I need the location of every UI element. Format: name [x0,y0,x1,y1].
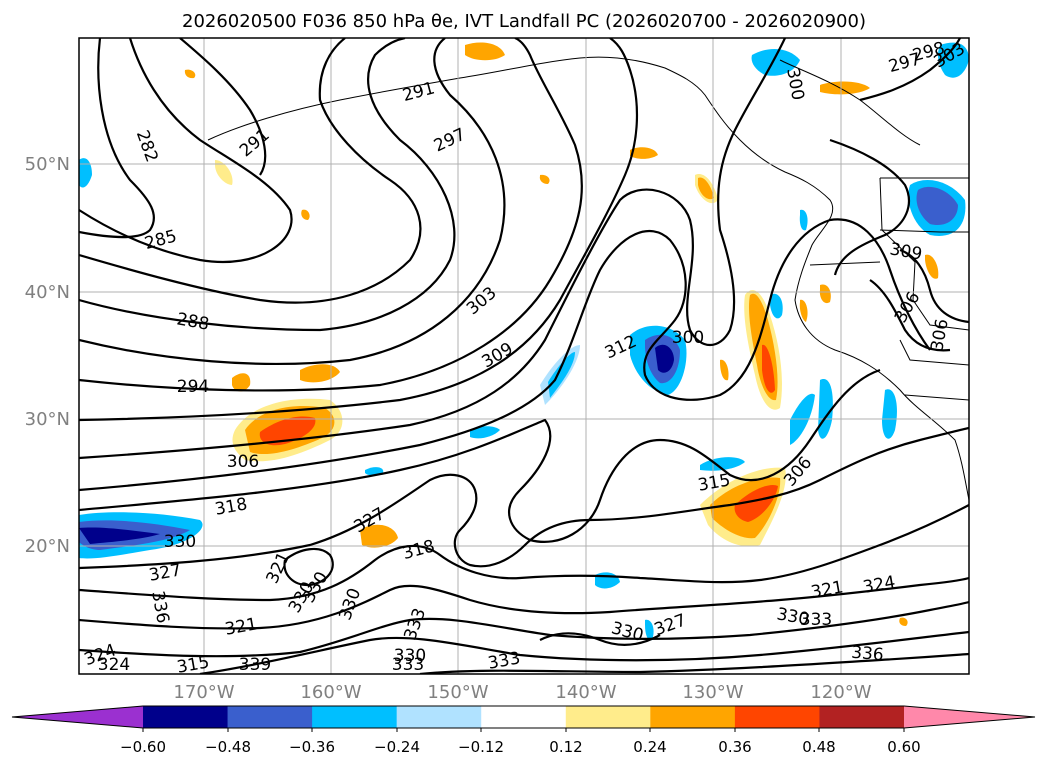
contour-label: 315 [175,652,210,677]
colorbar-swatches [11,705,1036,729]
map-panel: 291 291 282 297 285 288 294 303 309 312 … [79,38,969,677]
lat-tick-label: 30°N [25,409,70,430]
contour-label: 300 [672,328,704,348]
lat-axis: 50°N 40°N 30°N 20°N [25,154,70,557]
map-title: 2026020500 F036 850 hPa θe, IVT Landfall… [182,11,866,32]
colorbar-extend-high [904,706,1035,728]
contour-label: 294 [177,377,209,397]
colorbar-tick-label: −0.24 [374,738,420,756]
lon-tick-label: 120°W [810,682,871,703]
colorbar-tick-label: −0.48 [205,738,251,756]
colorbar-tick-label: −0.60 [120,738,166,756]
contour-label: 324 [98,655,130,675]
colorbar-swatch [734,706,820,728]
colorbar-swatch [481,706,567,728]
colorbar-swatch [312,706,398,728]
contour-label: 330 [164,532,196,552]
lat-tick-label: 50°N [25,154,70,175]
colorbar-swatch [227,706,313,728]
colorbar-tick-label: 0.24 [633,738,666,756]
colorbar: −0.60 −0.48 −0.36 −0.24 −0.12 0.12 0.24 … [11,705,1036,756]
lon-tick-label: 130°W [682,682,743,703]
lon-tick-label: 170°W [173,682,234,703]
contour-label: 336 [850,643,884,666]
colorbar-tick-marks [142,728,905,732]
lon-tick-label: 140°W [555,682,616,703]
contour-label: 306 [227,452,259,472]
contour-label: 339 [239,655,271,675]
colorbar-swatch [650,706,736,728]
colorbar-swatch [396,706,482,728]
map-frame [78,37,970,675]
colorbar-tick-label: −0.12 [458,738,504,756]
contour-layer [79,38,969,674]
colorbar-tick-label: 0.48 [802,738,835,756]
colorbar-swatch [819,706,905,728]
contour-label: 330 [394,646,426,666]
colorbar-tick-label: 0.12 [549,738,582,756]
contour-label: 333 [800,610,832,630]
colorbar-extend-low [12,706,143,728]
contour-label: 333 [392,655,424,675]
coastline-layer [207,56,969,501]
colorbar-tick-label: 0.60 [887,738,920,756]
lon-tick-label: 150°W [427,682,488,703]
lat-tick-label: 20°N [25,536,70,557]
colorbar-tick-label: −0.36 [289,738,335,756]
colorbar-swatch [565,706,651,728]
lon-axis: 170°W 160°W 150°W 140°W 130°W 120°W [173,682,871,703]
colorbar-swatch [143,706,229,728]
lon-tick-label: 160°W [300,682,361,703]
lat-tick-label: 40°N [25,282,70,303]
colorbar-tick-labels: −0.60 −0.48 −0.36 −0.24 −0.12 0.12 0.24 … [120,738,921,756]
gridlines [79,38,969,674]
colorbar-tick-label: 0.36 [718,738,751,756]
